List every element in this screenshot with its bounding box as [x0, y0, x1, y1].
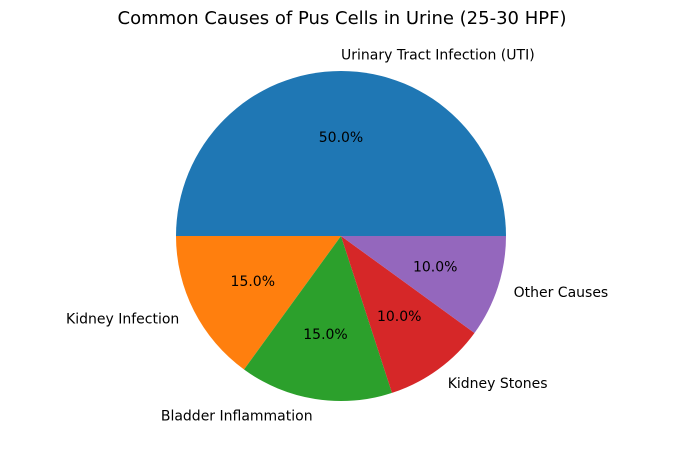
- pie-labels: 50.0% Urinary Tract Infection (UTI) 15.0% K…: [66, 48, 608, 425]
- pct-label-kidney-infection: 15.0%: [231, 274, 275, 290]
- pie-slice-kidney-infection: [176, 236, 341, 370]
- pie-slice-other-causes: [341, 236, 506, 333]
- pie-slice-kidney-stones: [341, 236, 475, 393]
- category-label-other-causes: Other Causes: [514, 285, 609, 301]
- pie-slice-bladder-inflammation: [244, 236, 392, 401]
- pct-label-bladder-inflammation: 15.0%: [303, 327, 347, 343]
- pie-slices: [176, 71, 506, 401]
- pie-slice-uti: [176, 71, 506, 236]
- chart-title: Common Causes of Pus Cells in Urine (25-…: [118, 8, 567, 29]
- category-label-uti: Urinary Tract Infection (UTI): [341, 48, 535, 64]
- category-label-bladder-inflammation: Bladder Inflammation: [161, 408, 313, 424]
- pct-label-uti: 50.0%: [319, 130, 363, 146]
- category-label-kidney-stones: Kidney Stones: [448, 376, 548, 392]
- pct-label-kidney-stones: 10.0%: [377, 309, 421, 325]
- category-label-kidney-infection: Kidney Infection: [66, 311, 179, 327]
- pct-label-other-causes: 10.0%: [413, 260, 457, 276]
